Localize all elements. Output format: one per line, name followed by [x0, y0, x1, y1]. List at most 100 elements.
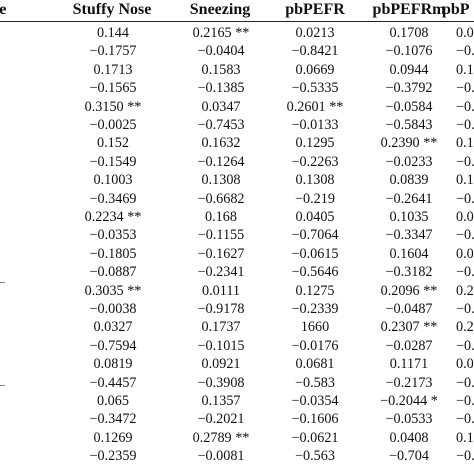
table-cell: −0. [456, 448, 474, 465]
table-cell: −0.3908 [197, 374, 245, 391]
table-cell: 0.1632 [201, 135, 241, 152]
table-cell: 0.0 [456, 356, 474, 373]
table-cell: 0.1713 [93, 61, 133, 78]
table-cell: −0. [456, 80, 474, 97]
table-cell: 0.1269 [93, 429, 133, 446]
table-cell: −0.4457 [89, 374, 137, 391]
table-cell: −0.7453 [197, 117, 245, 133]
table-cell: −0.1385 [197, 80, 245, 97]
table-cell: 0.0 [456, 245, 474, 262]
table-cell: −0.7064 [291, 227, 339, 244]
table-cell: −0.219 [295, 190, 335, 207]
table-cell: −0. [456, 337, 474, 354]
table-row: 0.152 0.1632 0.1295 0.2390 ** 0.1 [0, 134, 474, 152]
table-cell: 0.0 [456, 25, 474, 41]
table-cell: −0.704 [389, 448, 429, 465]
table-cell: −0.1015 [197, 337, 245, 354]
table-cell: −0.0287 [385, 337, 433, 354]
table-row: 0.1003 0.1308 0.1308 0.0839 0.1 [0, 171, 474, 189]
column-header-pbp: pbP [442, 1, 470, 18]
table-cell: −0.1757 [89, 43, 137, 60]
table-cell: −0.1076 [385, 43, 433, 60]
table-cell: 0.0839 [389, 172, 429, 189]
table-cell: −0. [456, 117, 474, 133]
column-header-stuffy-nose: Stuffy Nose [72, 1, 152, 18]
table-cell: 0.1 [456, 172, 474, 189]
table-cell: −0.0176 [291, 337, 339, 354]
table-row: −0.0038 −0.9178 −0.2339 −0.0487 −0. [0, 300, 474, 318]
table-cell: −0.1805 [89, 245, 137, 262]
table-cell: −0.2044 * [380, 393, 438, 409]
table-cell: −0.0353 [89, 227, 137, 244]
table-row: 0.144 0.2165 ** 0.0213 0.1708 0.0 [0, 24, 474, 42]
table-cell: −0. [456, 43, 474, 60]
table-cell: 0.1 [456, 61, 474, 78]
table-cell: −0.2341 [197, 264, 245, 281]
table-cell: 0.0408 [389, 429, 429, 446]
table-cell: −0.7594 [89, 337, 137, 354]
table-cell: 0.2390 ** [380, 135, 438, 152]
table-row: 0.1713 0.1583 0.0669 0.0944 0.1 [0, 61, 474, 79]
table-cell: −0. [456, 393, 474, 409]
table-row: −0.1549 −0.1264 −0.2263 −0.0233 −0. [0, 153, 474, 171]
table-row: −0.3469 −0.6682 −0.219 −0.2641 −0. [0, 190, 474, 208]
table-cell: −0.0615 [291, 245, 339, 262]
table-cell: −0.2021 [197, 411, 245, 428]
table-cell: −0. [456, 190, 474, 207]
table-cell: −0. [456, 227, 474, 244]
table-cell: −0.2641 [385, 190, 433, 207]
table-cell: 0.1604 [389, 245, 429, 262]
table-cell: −0.9178 [197, 301, 245, 317]
table-cell: −0.0621 [291, 429, 339, 446]
table-cell: 0.0213 [295, 25, 335, 41]
table-cell: −0.6682 [197, 190, 245, 207]
table-cell: −0.0354 [291, 393, 339, 409]
column-header-se: se [0, 1, 7, 18]
table-cell: 0.0921 [201, 356, 241, 373]
table-cell: −0.3347 [385, 227, 433, 244]
column-header-pbpefrm: pbPEFRm [372, 1, 446, 18]
table-cell: −0.2263 [291, 153, 339, 170]
table-cell: −0.3792 [385, 80, 433, 97]
table-cell: −0.3469 [89, 190, 137, 207]
table-cell: 0.3035 ** [84, 282, 142, 299]
table-row: 0.0819 0.0921 0.0681 0.1171 0.0 [0, 355, 474, 373]
table-cell: 0.0347 [201, 98, 241, 115]
table-header-row: se Stuffy Nose Sneezing pbPEFR pbPEFRm p… [0, 0, 474, 24]
table-cell: 0.2789 ** [192, 429, 250, 446]
table-cell: 0.1275 [295, 282, 335, 299]
table-row: 0.1269 0.2789 ** −0.0621 0.0408 0.1 [0, 429, 474, 447]
table-row: 0.3035 ** 0.0111 0.1275 0.2096 ** 0.2 [0, 282, 474, 300]
table-cell: −0.0584 [385, 98, 433, 115]
table-cell: −0. [456, 374, 474, 391]
table-cell: 0.0944 [389, 61, 429, 78]
table-cell: 0.2096 ** [380, 282, 438, 299]
table-cell: 0.0669 [295, 61, 335, 78]
table-cell: 0.2307 ** [380, 319, 438, 336]
table-cell: −0.0038 [89, 301, 137, 317]
table-cell: −0.0533 [385, 411, 433, 428]
table-cell: −0.563 [295, 448, 335, 465]
table-cell: 0.0405 [295, 209, 335, 225]
header-rule [0, 21, 474, 22]
table-cell: 0.1708 [389, 25, 429, 41]
table-cell: 0.2 [456, 282, 474, 299]
table-cell: −0.1155 [197, 227, 245, 244]
table-cell: 0.1737 [201, 319, 241, 336]
table-cell: −0. [456, 153, 474, 170]
table-cell: −0.583 [295, 374, 335, 391]
column-header-pbpefr: pbPEFR [285, 1, 345, 18]
table-row: 0.2234 ** 0.168 0.0405 0.1035 0.0 [0, 208, 474, 226]
table-cell: 0.1 [456, 429, 474, 446]
table-cell: 0.1308 [295, 172, 335, 189]
table-cell: 0.0111 [202, 282, 240, 299]
table-cell: 0.1308 [201, 172, 241, 189]
table-row: −0.2359 −0.0081 −0.563 −0.704 −0. [0, 447, 474, 465]
table-cell: −0.1264 [197, 153, 245, 170]
table-cell: 0.168 [205, 209, 237, 225]
table-cell: −0.5843 [385, 117, 433, 133]
table-cell: −0.0081 [197, 448, 245, 465]
table-cell: −0.3472 [89, 411, 137, 428]
table-cell: 0.2 [456, 319, 474, 336]
table-cell: −0.0025 [89, 117, 137, 133]
